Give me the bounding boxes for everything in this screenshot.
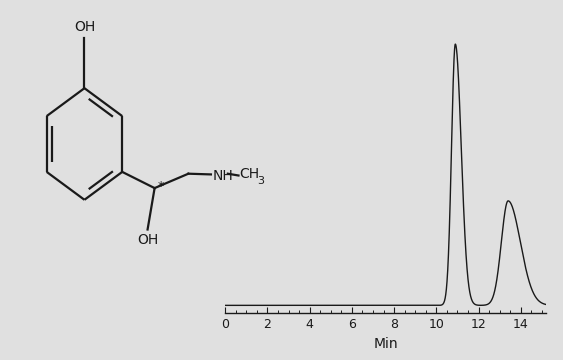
- Text: OH: OH: [137, 233, 158, 247]
- Text: 3: 3: [257, 176, 264, 186]
- Text: CH: CH: [239, 167, 260, 181]
- Text: *: *: [158, 180, 164, 193]
- X-axis label: Min: Min: [373, 337, 398, 351]
- Text: OH: OH: [74, 20, 95, 34]
- Text: NH: NH: [212, 168, 233, 183]
